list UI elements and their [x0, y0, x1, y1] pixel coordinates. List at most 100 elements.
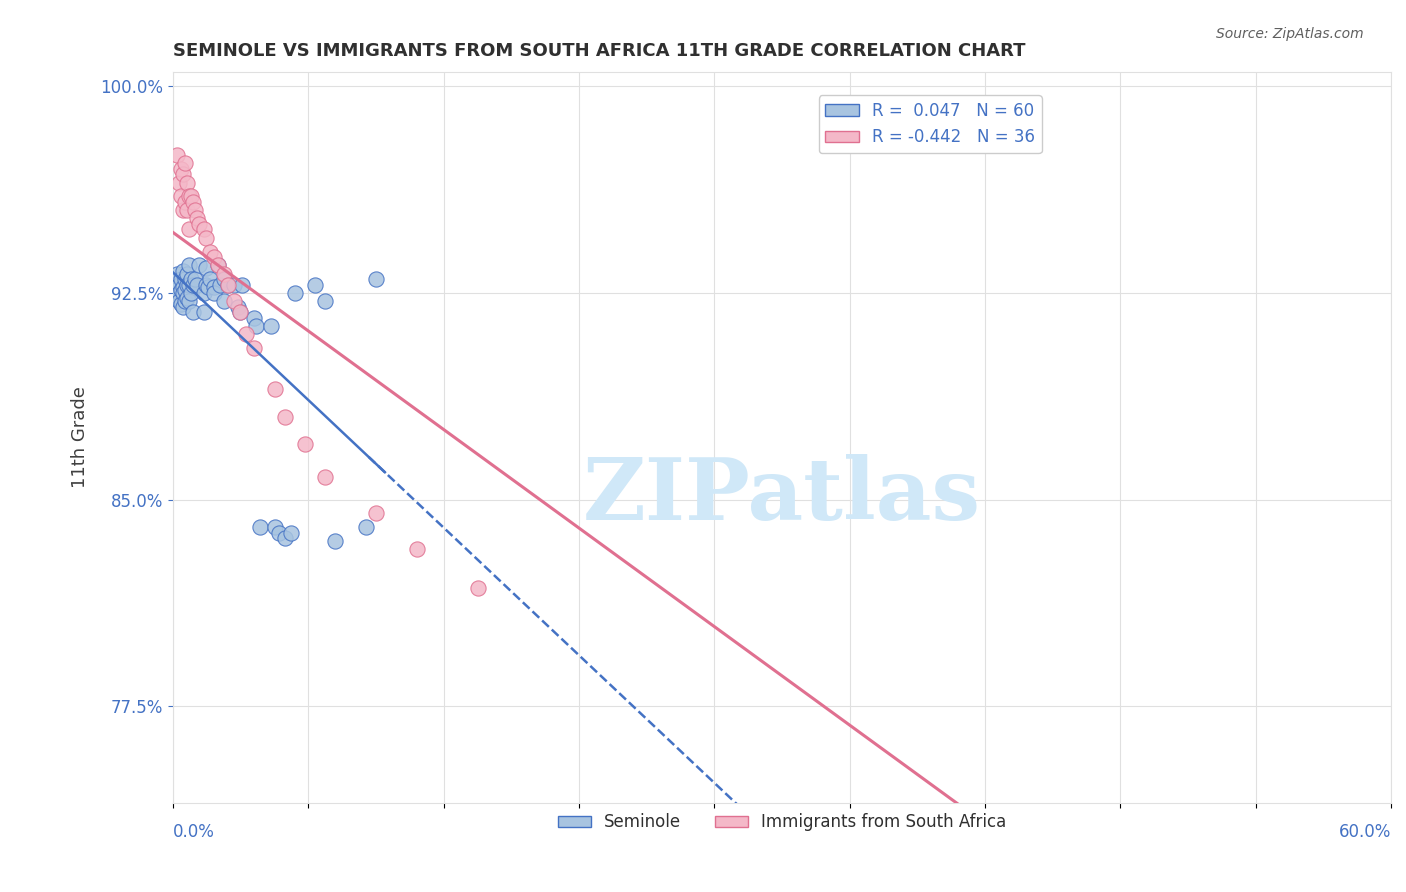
Point [229, 305, 252, 319]
Point [294, 437, 316, 451]
Point [243, 341, 266, 355]
Point [245, 318, 267, 333]
Point [263, 520, 285, 534]
Point [166, 267, 188, 281]
Point [172, 285, 194, 300]
Point [167, 294, 190, 309]
Point [193, 285, 215, 300]
Point [212, 294, 235, 309]
Point [217, 277, 239, 292]
Point [176, 291, 198, 305]
Point [179, 222, 201, 236]
Point [174, 283, 197, 297]
Point [198, 272, 221, 286]
Point [172, 264, 194, 278]
Point [280, 525, 302, 540]
Point [186, 211, 208, 226]
Point [207, 258, 229, 272]
Point [176, 267, 198, 281]
Point [229, 305, 252, 319]
Point [176, 176, 198, 190]
Point [170, 189, 193, 203]
Point [263, 382, 285, 396]
Point [180, 272, 202, 286]
Text: Source: ZipAtlas.com: Source: ZipAtlas.com [1216, 27, 1364, 41]
Point [354, 520, 377, 534]
Point [183, 305, 205, 319]
Point [364, 272, 387, 286]
Point [174, 272, 197, 286]
Point [274, 531, 297, 545]
Point [179, 189, 201, 203]
Point [184, 272, 207, 286]
Point [222, 277, 245, 292]
Point [364, 506, 387, 520]
Point [314, 294, 336, 309]
Point [188, 217, 211, 231]
Point [235, 327, 257, 342]
Point [274, 409, 297, 424]
Point [172, 300, 194, 314]
Point [183, 194, 205, 209]
Point [170, 272, 193, 286]
Point [170, 161, 193, 176]
Point [174, 194, 197, 209]
Point [186, 277, 208, 292]
Point [188, 258, 211, 272]
Point [194, 261, 217, 276]
Point [170, 297, 193, 311]
Text: ZIPatlas: ZIPatlas [583, 454, 981, 538]
Point [198, 244, 221, 259]
Text: 60.0%: 60.0% [1339, 823, 1391, 841]
Point [222, 294, 245, 309]
Point [176, 277, 198, 292]
Point [212, 272, 235, 286]
Text: SEMINOLE VS IMMIGRANTS FROM SOUTH AFRICA 11TH GRADE CORRELATION CHART: SEMINOLE VS IMMIGRANTS FROM SOUTH AFRICA… [173, 42, 1025, 60]
Point [208, 277, 231, 292]
Point [172, 167, 194, 181]
Point [259, 318, 281, 333]
Point [231, 277, 253, 292]
Legend: Seminole, Immigrants from South Africa: Seminole, Immigrants from South Africa [551, 806, 1014, 838]
Point [267, 525, 290, 540]
Text: 0.0%: 0.0% [173, 823, 215, 841]
Point [193, 305, 215, 319]
Point [176, 203, 198, 218]
Y-axis label: 11th Grade: 11th Grade [72, 386, 89, 489]
Point [217, 277, 239, 292]
Point [212, 267, 235, 281]
Point [243, 310, 266, 325]
Point [193, 222, 215, 236]
Point [249, 520, 271, 534]
Point [314, 470, 336, 484]
Point [167, 277, 190, 292]
Point [197, 280, 219, 294]
Point [174, 294, 197, 309]
Point [180, 189, 202, 203]
Point [194, 277, 217, 292]
Point [325, 533, 347, 548]
Point [179, 258, 201, 272]
Point [1177, 809, 1199, 823]
Point [179, 294, 201, 309]
Point [194, 231, 217, 245]
Point [184, 203, 207, 218]
Point [166, 288, 188, 302]
Point [183, 277, 205, 292]
Point [180, 285, 202, 300]
Point [172, 203, 194, 218]
Point [172, 280, 194, 294]
Point [202, 250, 225, 264]
Point [167, 176, 190, 190]
Point [226, 300, 249, 314]
Point [284, 285, 307, 300]
Point [202, 285, 225, 300]
Point [405, 542, 427, 557]
Point [167, 285, 190, 300]
Point [165, 283, 187, 297]
Point [166, 148, 188, 162]
Point [304, 277, 326, 292]
Point [179, 277, 201, 292]
Point [202, 280, 225, 294]
Point [174, 156, 197, 170]
